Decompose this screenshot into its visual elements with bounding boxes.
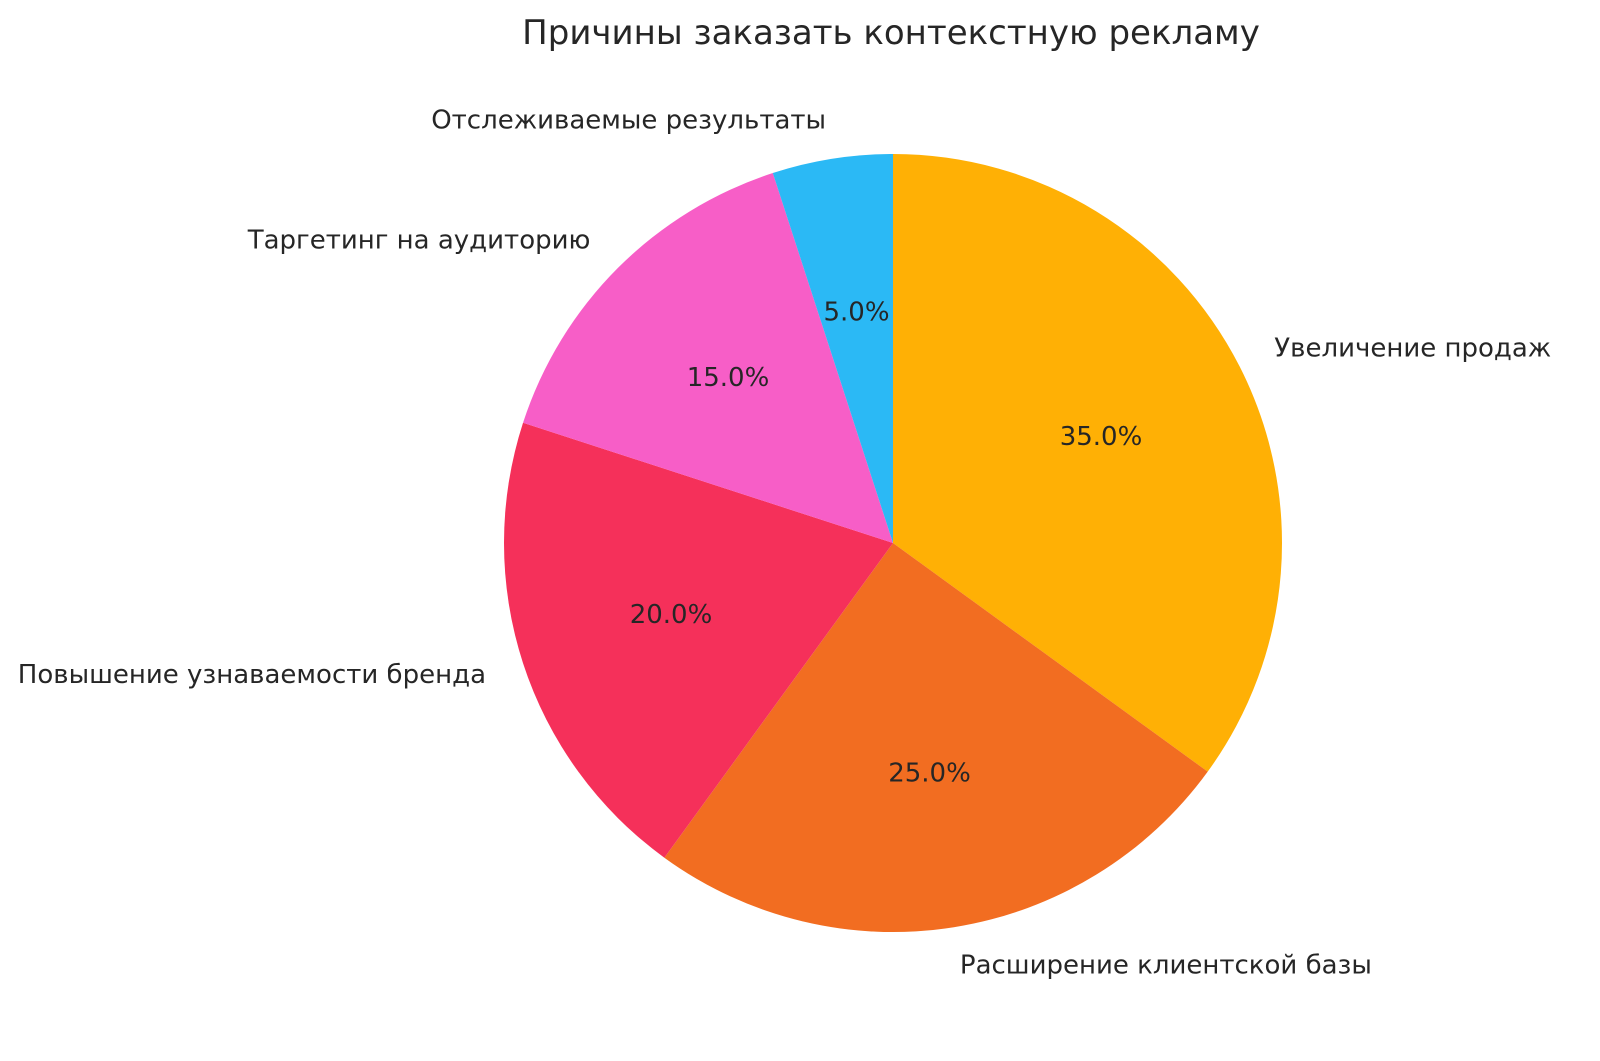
pie-slice-4 bbox=[772, 154, 893, 543]
chart-title: Причины заказать контекстную рекламу bbox=[522, 13, 1260, 53]
pie-category-label-1: Расширение клиентской базы bbox=[960, 951, 1372, 981]
pie-category-label-2: Повышение узнаваемости бренда bbox=[18, 660, 486, 690]
pie-category-label-0: Увеличение продаж bbox=[1274, 334, 1551, 364]
pie-slice-3 bbox=[523, 173, 893, 544]
pie-percent-label-2: 20.0% bbox=[630, 600, 713, 630]
pie-slice-1 bbox=[664, 543, 1208, 933]
pie-category-label-3: Таргетинг на аудиторию bbox=[247, 225, 591, 255]
pie-percent-label-0: 35.0% bbox=[1060, 422, 1143, 452]
pie-slice-0 bbox=[893, 153, 1283, 772]
pie-percent-label-4: 5.0% bbox=[823, 298, 889, 328]
pie-category-label-4: Отслеживаемые результаты bbox=[431, 105, 826, 135]
pie-percent-label-3: 15.0% bbox=[687, 363, 770, 393]
pie-percent-label-1: 25.0% bbox=[888, 759, 971, 789]
pie-slice-2 bbox=[503, 422, 893, 858]
